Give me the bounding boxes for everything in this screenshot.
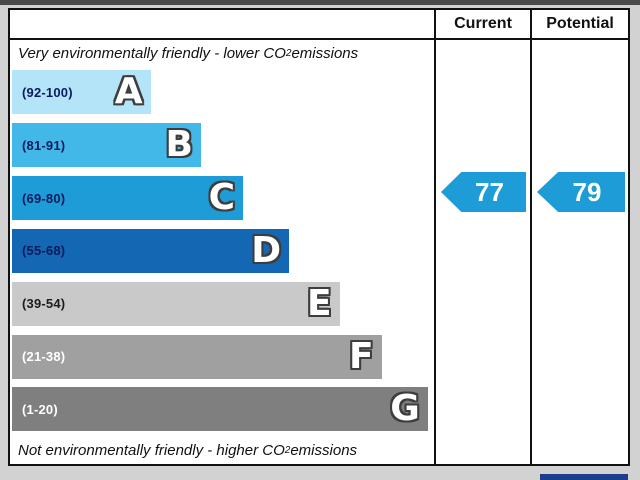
band-bar-a: (92-100) A: [12, 70, 151, 115]
bottom-caption-tail: emissions: [290, 441, 358, 459]
bands-container: (92-100) A (81-91) B (69-80) C (55-68): [12, 66, 432, 436]
potential-column-header: Potential: [530, 10, 628, 40]
band-letter: D: [251, 229, 282, 271]
band-range-label: (69-80): [22, 190, 66, 206]
potential-rating-arrow: 79: [537, 172, 625, 212]
band-row-g: (1-20) G: [12, 387, 432, 432]
top-caption-tail: emissions: [291, 44, 359, 62]
screen-top-edge: [0, 0, 640, 5]
top-caption-text: Very environmentally friendly - lower CO: [18, 44, 286, 62]
co2-subscript: 2: [285, 47, 292, 59]
band-range-label: (81-91): [22, 137, 66, 153]
band-letter: E: [307, 282, 332, 324]
band-letter: A: [114, 71, 143, 113]
band-row-a: (92-100) A: [12, 70, 432, 115]
header-spacer: [10, 10, 434, 40]
band-letter: B: [165, 124, 193, 166]
band-bar-e: (39-54) E: [12, 281, 340, 326]
band-row-b: (81-91) B: [12, 123, 432, 168]
band-range-label: (92-100): [22, 84, 73, 100]
bottom-caption-text: Not environmentally friendly - higher CO: [18, 441, 285, 459]
band-bar-b: (81-91) B: [12, 123, 201, 168]
band-row-d: (55-68) D: [12, 228, 432, 273]
rating-bands-area: Very environmentally friendly - lower CO…: [10, 40, 434, 464]
band-row-e: (39-54) E: [12, 281, 432, 326]
eu-directive-box-partial: [540, 474, 628, 480]
band-letter: G: [390, 388, 420, 430]
band-range-label: (21-38): [22, 349, 66, 365]
potential-rating-column: 79: [530, 40, 628, 464]
band-range-label: (1-20): [22, 401, 58, 417]
co2-subscript: 2: [284, 444, 291, 456]
top-caption: Very environmentally friendly - lower CO…: [12, 40, 432, 66]
band-range-label: (55-68): [22, 243, 66, 259]
band-range-label: (39-54): [22, 296, 66, 312]
band-bar-f: (21-38) F: [12, 334, 382, 379]
current-rating-arrow: 77: [441, 172, 526, 212]
band-bar-d: (55-68) D: [12, 228, 290, 273]
current-rating-value: 77: [475, 176, 504, 207]
bottom-caption: Not environmentally friendly - higher CO…: [12, 436, 432, 464]
band-row-c: (69-80) C: [12, 176, 432, 221]
current-column-header: Current: [434, 10, 530, 40]
band-bar-g: (1-20) G: [12, 387, 428, 432]
current-rating-column: 77: [434, 40, 530, 464]
epc-co2-rating-chart: Current Potential Very environmentally f…: [8, 8, 630, 466]
potential-rating-value: 79: [572, 176, 602, 207]
band-letter: C: [208, 177, 235, 219]
band-letter: F: [349, 335, 374, 377]
band-row-f: (21-38) F: [12, 334, 432, 379]
band-bar-c: (69-80) C: [12, 176, 243, 221]
